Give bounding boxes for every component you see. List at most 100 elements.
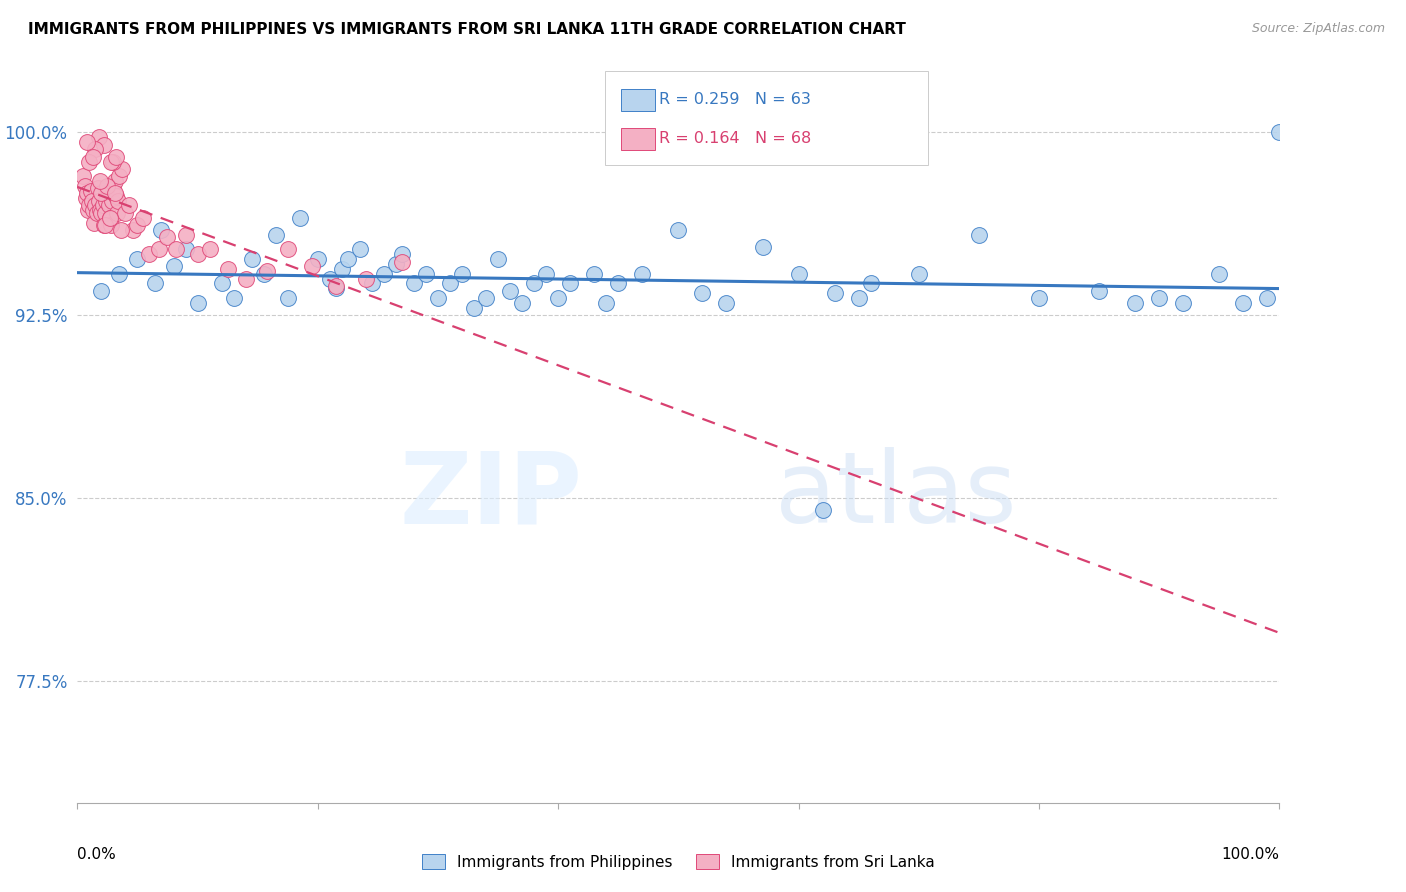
Point (256, 264, 278, 278)
Text: IMMIGRANTS FROM PHILIPPINES VS IMMIGRANTS FROM SRI LANKA 11TH GRADE CORRELATION : IMMIGRANTS FROM PHILIPPINES VS IMMIGRANT… (28, 22, 905, 37)
Point (692, 286, 714, 301)
Point (76, 135, 98, 149)
Point (86, 206, 108, 220)
Point (534, 267, 557, 281)
Point (523, 277, 546, 291)
Point (87, 130, 110, 145)
Point (96, 178, 118, 193)
Point (103, 181, 125, 195)
Point (79, 154, 101, 169)
Point (104, 174, 127, 188)
Point (1256, 291, 1278, 305)
Point (336, 252, 359, 266)
Point (824, 286, 846, 301)
Point (595, 296, 617, 310)
Text: 100.0%: 100.0% (1222, 847, 1279, 862)
Point (83, 215, 105, 229)
Point (547, 291, 569, 305)
Point (103, 154, 125, 169)
Point (264, 227, 287, 242)
Point (1123, 296, 1146, 310)
Point (73, 178, 96, 193)
Point (848, 291, 870, 305)
Point (127, 218, 149, 232)
Point (72, 169, 94, 184)
Point (114, 206, 136, 220)
Point (79, 184, 101, 198)
Point (100, 154, 122, 169)
Point (235, 271, 257, 285)
Point (391, 247, 413, 261)
Point (82, 150, 104, 164)
Point (1173, 296, 1195, 310)
Point (145, 277, 167, 291)
Point (121, 223, 143, 237)
Point (198, 243, 221, 257)
Point (1088, 284, 1111, 298)
Point (90, 284, 112, 298)
Point (108, 169, 131, 184)
Point (240, 252, 263, 266)
Point (859, 277, 882, 291)
Point (354, 271, 377, 285)
Point (607, 277, 630, 291)
Point (91, 198, 114, 212)
Point (787, 267, 810, 281)
Point (108, 267, 131, 281)
Point (217, 261, 239, 276)
Point (325, 279, 347, 293)
Point (105, 206, 128, 220)
Legend: Immigrants from Philippines, Immigrants from Sri Lanka: Immigrants from Philippines, Immigrants … (416, 847, 941, 876)
Text: 0.0%: 0.0% (77, 847, 117, 862)
Point (186, 247, 209, 261)
Point (360, 277, 382, 291)
Point (811, 503, 834, 517)
Point (908, 267, 931, 281)
Point (510, 296, 533, 310)
Point (98, 211, 121, 225)
Point (1149, 291, 1171, 305)
Point (96, 181, 118, 195)
Point (84, 198, 107, 212)
Point (277, 291, 299, 305)
Text: ZIP: ZIP (399, 447, 582, 544)
Point (716, 296, 738, 310)
Point (148, 243, 170, 257)
Point (82, 203, 104, 218)
Point (97, 198, 120, 212)
Point (87, 181, 110, 195)
Point (475, 291, 498, 305)
Point (127, 252, 149, 266)
Point (415, 267, 437, 281)
Point (132, 211, 155, 225)
Point (319, 271, 342, 285)
Point (402, 277, 425, 291)
Point (186, 296, 209, 310)
Text: atlas: atlas (775, 447, 1017, 544)
Point (499, 284, 522, 298)
Point (668, 223, 690, 237)
Point (373, 267, 395, 281)
Text: R = 0.164   N = 68: R = 0.164 N = 68 (659, 131, 811, 146)
Point (89, 203, 111, 218)
Point (439, 277, 461, 291)
Point (156, 230, 179, 244)
Point (104, 188, 127, 202)
Point (967, 227, 990, 242)
Point (162, 260, 184, 274)
Point (138, 247, 160, 261)
Point (107, 194, 129, 208)
Point (277, 243, 299, 257)
Point (118, 198, 141, 212)
Point (211, 277, 233, 291)
Point (391, 254, 413, 268)
Point (96, 194, 118, 208)
Point (1208, 267, 1230, 281)
Point (90, 186, 112, 201)
Point (174, 243, 197, 257)
Point (560, 277, 582, 291)
Point (288, 211, 311, 225)
Point (486, 252, 509, 266)
Point (104, 186, 127, 201)
Point (100, 218, 122, 232)
